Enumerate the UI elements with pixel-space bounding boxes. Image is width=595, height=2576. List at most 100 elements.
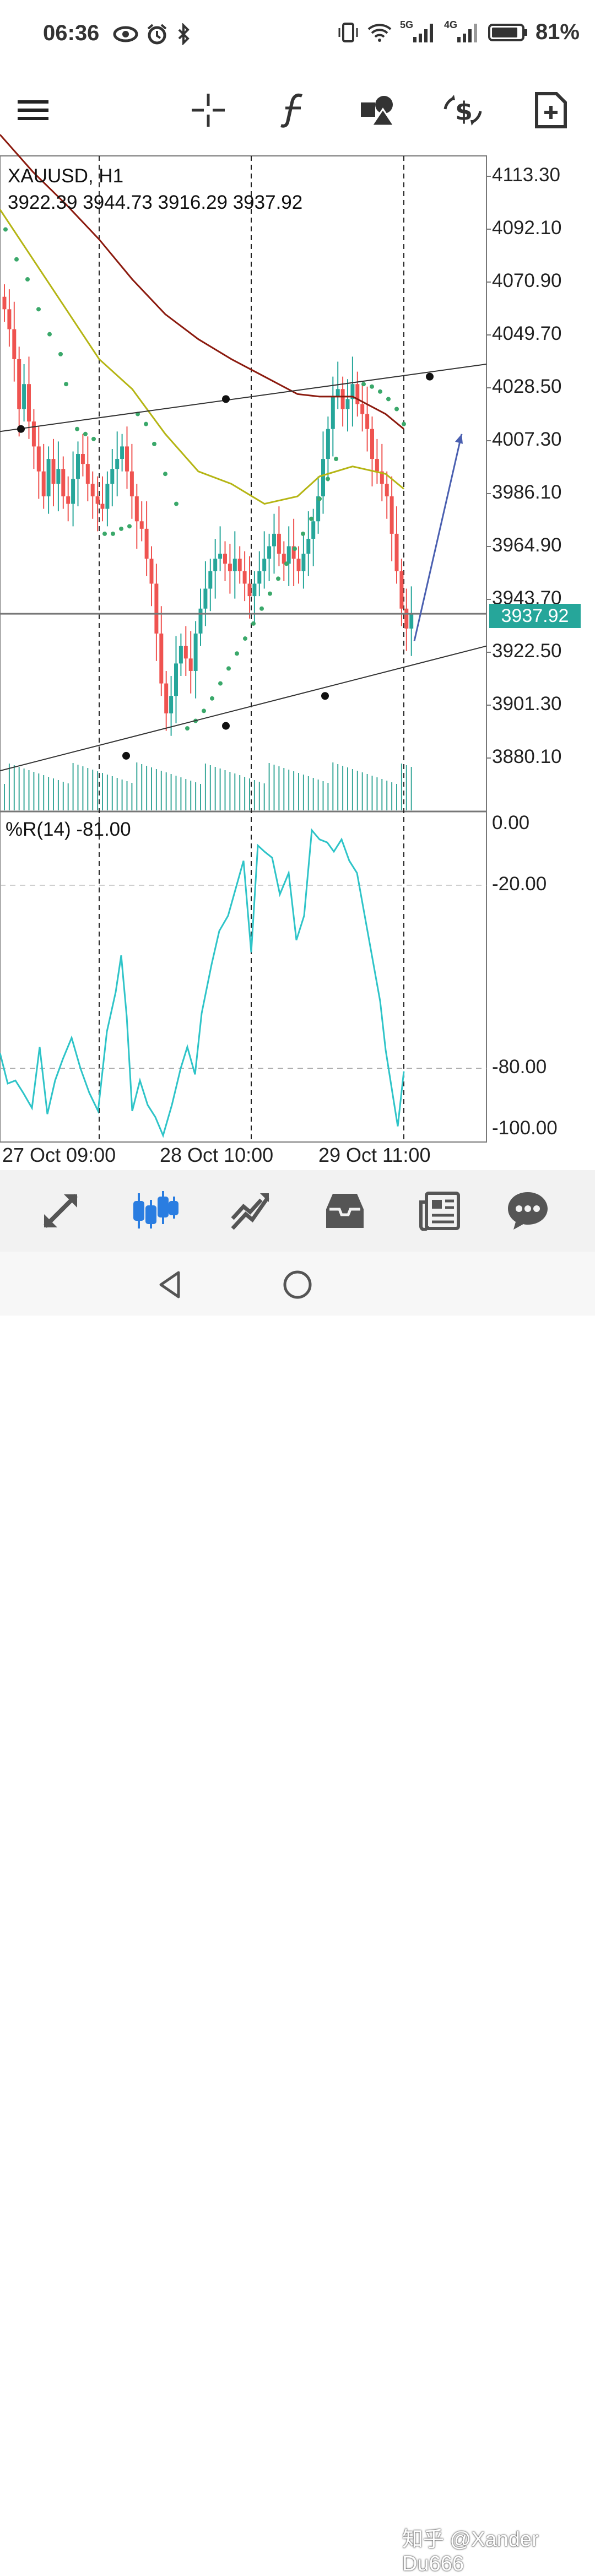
candle-body (134, 496, 139, 522)
trendline-anchor (222, 722, 230, 730)
chart-ohlc: 3922.39 3944.73 3916.29 3937.92 (8, 192, 303, 213)
trendline-anchor (17, 425, 25, 433)
trendline-anchor (222, 395, 230, 403)
home-button[interactable] (281, 1268, 314, 1301)
candle-body (277, 533, 281, 554)
sar-dot (284, 561, 289, 566)
candle-body (66, 496, 71, 504)
indicator-axis-label: -100.00 (492, 1117, 558, 1139)
candle-body (252, 583, 257, 597)
price-axis-label: 4092.10 (492, 217, 562, 239)
sar-dot (163, 472, 167, 477)
sar-dot (378, 389, 382, 394)
nav-news[interactable] (413, 1184, 466, 1237)
wifi-icon (367, 23, 392, 42)
nav-trade[interactable] (224, 1184, 277, 1237)
sar-dot (25, 277, 30, 282)
trendline-anchor (122, 751, 130, 760)
candle-body (139, 521, 144, 529)
nav-history[interactable] (318, 1184, 371, 1237)
candle-body (95, 496, 100, 504)
chart-symbol: XAUUSD, H1 (8, 165, 124, 187)
candle-body (56, 469, 61, 484)
sar-dot (361, 382, 366, 387)
indicator-label: %R(14) -81.00 (6, 819, 131, 840)
chart-icon (133, 1191, 178, 1229)
candle-body (41, 471, 46, 496)
sar-dot (326, 477, 330, 481)
candle-body (232, 559, 237, 571)
candle-body (272, 533, 276, 546)
williams-r-line (0, 828, 405, 1138)
eye-icon (113, 26, 138, 42)
candle-body (355, 384, 360, 404)
candle-body (237, 559, 242, 571)
quotes-icon (44, 1194, 78, 1228)
sar-dot (91, 436, 96, 441)
price-axis-label: 4113.30 (492, 164, 560, 186)
chart-frame (0, 155, 487, 1143)
candle-body (242, 571, 247, 584)
candle-body (115, 459, 120, 469)
candle-body (125, 446, 129, 472)
candle-body (340, 389, 345, 409)
candle-body (31, 421, 36, 447)
candle-body (311, 521, 316, 539)
news-icon (419, 1192, 460, 1231)
nav-messages[interactable] (501, 1184, 554, 1237)
sar-dot (226, 666, 231, 671)
new-order-icon (535, 92, 567, 128)
sar-dot (309, 516, 313, 521)
price-axis-label: 3922.50 (492, 640, 562, 662)
nav-chart[interactable] (129, 1184, 182, 1237)
trendline-anchor (426, 372, 434, 381)
sar-dot (75, 426, 79, 431)
candle-body (208, 571, 213, 589)
price-axis-label: 3986.10 (492, 481, 562, 503)
status-time: 06:36 (43, 21, 100, 45)
candle-body (301, 554, 306, 571)
trade-button[interactable]: $ (435, 83, 490, 138)
candle-body (100, 504, 105, 509)
candle-body (360, 404, 365, 414)
candle-body (385, 484, 389, 496)
candle-body (51, 459, 56, 484)
price-axis-label: 4070.90 (492, 270, 562, 291)
indicators-button[interactable] (266, 83, 321, 138)
sar-dot (259, 606, 264, 611)
candle-body (144, 528, 149, 559)
candle-body (257, 571, 262, 584)
back-button[interactable] (154, 1268, 187, 1301)
candle-body (198, 608, 203, 634)
candle-body (110, 469, 115, 484)
candle-body (370, 429, 374, 459)
sar-dot (102, 531, 107, 536)
sar-dot (47, 332, 52, 337)
sar-dot (317, 496, 322, 501)
indicator-axis-label: -80.00 (492, 1056, 547, 1078)
candle-body (375, 459, 379, 472)
candle-body (164, 683, 169, 713)
candle-body (399, 571, 404, 609)
candle-body (61, 469, 66, 496)
objects-button[interactable] (350, 83, 405, 138)
price-chart[interactable] (0, 0, 595, 1157)
candle-body (291, 546, 296, 559)
candle-body (345, 399, 350, 409)
status-bar: 06:36 5G 4G 81% (0, 0, 595, 72)
sar-dot (301, 531, 305, 536)
alarm-icon (147, 24, 167, 45)
lower-trendline (0, 645, 487, 772)
bottom-navigation (0, 1170, 595, 1252)
nav-quotes[interactable] (34, 1184, 87, 1237)
crosshair-button[interactable] (181, 83, 236, 138)
price-axis-label: 4007.30 (492, 429, 562, 450)
candle-body (404, 608, 409, 629)
candle-body (46, 459, 51, 496)
candle-body (218, 554, 223, 559)
price-axis-label: 4049.70 (492, 323, 562, 344)
menu-button[interactable] (6, 83, 61, 138)
new-order-button[interactable] (523, 83, 578, 138)
messages-icon (508, 1192, 548, 1230)
candle-body (7, 309, 12, 329)
